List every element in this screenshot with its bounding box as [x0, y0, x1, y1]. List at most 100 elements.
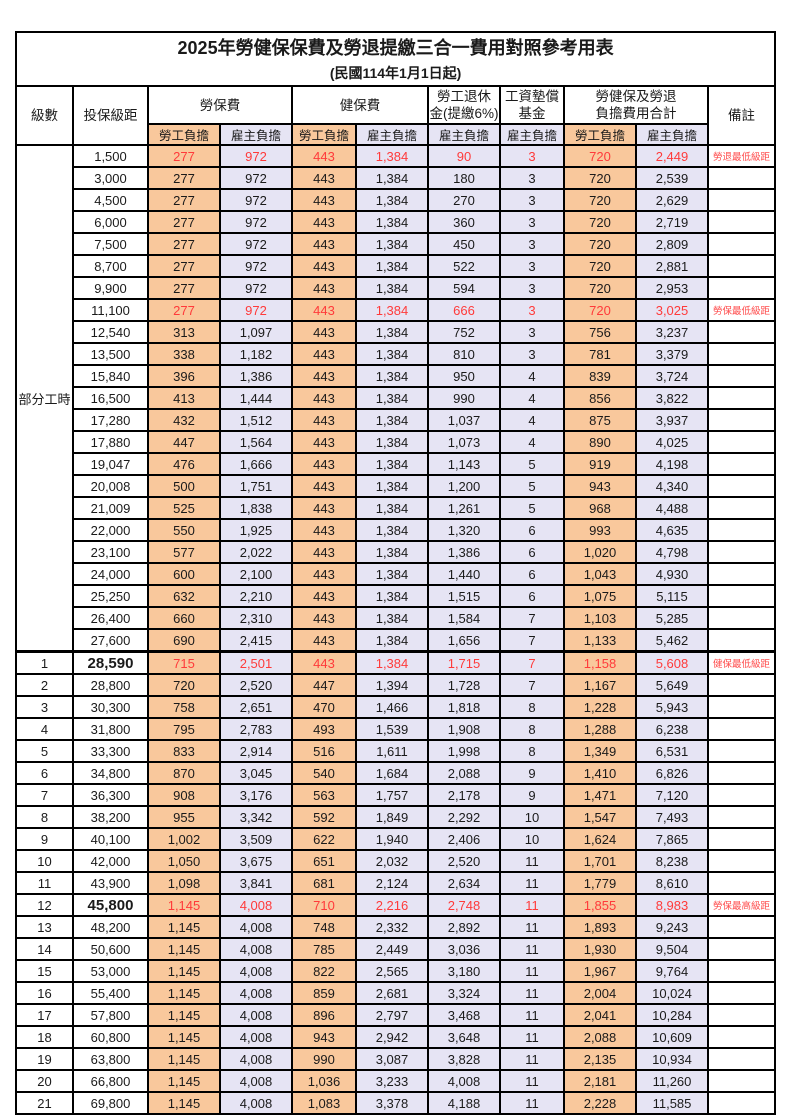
value-cell: 2,292 [427, 805, 501, 829]
header-wage-fund-line2: 基金 [518, 106, 546, 121]
value-cell: 1,384 [355, 188, 429, 212]
bracket-cell: 33,300 [72, 739, 149, 763]
value-cell: 6,531 [635, 739, 709, 763]
value-cell: 919 [563, 452, 637, 476]
value-cell: 1,097 [219, 320, 293, 344]
value-cell: 943 [563, 474, 637, 498]
table-row: 24,000 600 2,100 443 1,384 1,440 6 1,043 4,930 [16, 562, 777, 586]
value-cell: 447 [291, 673, 357, 697]
value-cell: 11 [499, 871, 565, 895]
value-cell: 1,967 [563, 959, 637, 983]
header-total: 勞健保及勞退 負擔費用合計 [563, 85, 709, 125]
value-cell: 1,849 [355, 805, 429, 829]
note-cell [706, 628, 777, 653]
value-cell: 1,050 [147, 849, 221, 873]
value-cell: 443 [291, 342, 357, 366]
table-row: 17,880 447 1,564 443 1,384 1,073 4 890 4,025 [16, 430, 777, 454]
value-cell: 90 [427, 144, 501, 168]
value-cell: 277 [147, 298, 221, 322]
value-cell: 1,386 [219, 364, 293, 388]
value-cell: 447 [147, 430, 221, 454]
value-cell: 1,547 [563, 805, 637, 829]
table-row: 7 36,300 908 3,176 563 1,757 2,178 9 1,471 7,120 [15, 783, 777, 807]
note-cell [706, 584, 777, 608]
value-cell: 5 [499, 452, 565, 476]
table-row: 8 38,200 955 3,342 592 1,849 2,292 10 1,547 7,493 [15, 805, 777, 829]
value-cell: 1,384 [355, 364, 429, 388]
value-cell: 1,656 [427, 628, 501, 653]
value-cell: 1,384 [355, 628, 429, 653]
value-cell: 9,504 [635, 937, 709, 961]
value-cell: 1,145 [147, 1091, 221, 1115]
value-cell: 1,515 [427, 584, 501, 608]
value-cell: 5,943 [635, 695, 709, 719]
table-row: 17,280 432 1,512 443 1,384 1,037 4 875 3,937 [16, 408, 777, 432]
value-cell: 7 [499, 673, 565, 697]
header-health-insurance: 健保費 [291, 85, 429, 125]
value-cell: 1,440 [427, 562, 501, 586]
value-cell: 443 [291, 254, 357, 278]
value-cell: 443 [291, 364, 357, 388]
value-cell: 8 [499, 739, 565, 763]
subheader-wagefund-employer: 雇主負擔 [499, 123, 565, 146]
note-cell [706, 871, 777, 895]
value-cell: 4,008 [219, 1003, 293, 1027]
table-row: 16 55,400 1,145 4,008 859 2,681 3,324 11 2,004 10… [15, 981, 777, 1005]
value-cell: 859 [291, 981, 357, 1005]
note-cell [706, 232, 777, 256]
value-cell: 9,243 [635, 915, 709, 939]
bracket-cell: 36,300 [72, 783, 149, 807]
value-cell: 720 [563, 144, 637, 168]
bracket-cell: 20,008 [72, 474, 149, 498]
note-cell [706, 1003, 777, 1027]
value-cell: 5,462 [635, 628, 709, 653]
level-cell: 2 [15, 673, 74, 697]
value-cell: 8,610 [635, 871, 709, 895]
value-cell: 4 [499, 386, 565, 410]
value-cell: 1,002 [147, 827, 221, 851]
table-row: 17 57,800 1,145 4,008 896 2,797 3,468 11 2,041 10… [15, 1003, 777, 1027]
value-cell: 11 [499, 1003, 565, 1027]
value-cell: 3,509 [219, 827, 293, 851]
level-cell: 17 [15, 1003, 74, 1027]
value-cell: 413 [147, 386, 221, 410]
header-total-line2: 負擔費用合計 [595, 106, 677, 121]
table-row: 8,700 277 972 443 1,384 522 3 720 2,881 [16, 254, 777, 278]
value-cell: 1,471 [563, 783, 637, 807]
value-cell: 1,182 [219, 342, 293, 366]
value-cell: 11 [499, 1069, 565, 1093]
value-cell: 3,025 [635, 298, 709, 322]
value-cell: 10,284 [635, 1003, 709, 1027]
value-cell: 1,288 [563, 717, 637, 741]
value-cell: 10 [499, 805, 565, 829]
value-cell: 833 [147, 739, 221, 763]
value-cell: 720 [563, 232, 637, 256]
value-cell: 1,167 [563, 673, 637, 697]
value-cell: 890 [563, 430, 637, 454]
value-cell: 470 [291, 695, 357, 719]
value-cell: 1,043 [563, 562, 637, 586]
value-cell: 1,930 [563, 937, 637, 961]
value-cell: 1,611 [355, 739, 429, 763]
value-cell: 875 [563, 408, 637, 432]
value-cell: 3,180 [427, 959, 501, 983]
value-cell: 943 [291, 1025, 357, 1049]
header-total-line1: 勞健保及勞退 [595, 89, 677, 104]
value-cell: 4 [499, 430, 565, 454]
bracket-cell: 25,250 [72, 584, 149, 608]
level-cell: 19 [15, 1047, 74, 1071]
value-cell: 822 [291, 959, 357, 983]
level-cell: 12 [15, 893, 74, 917]
bracket-cell: 31,800 [72, 717, 149, 741]
value-cell: 1,075 [563, 584, 637, 608]
table-row: 22,000 550 1,925 443 1,384 1,320 6 993 4,635 [16, 518, 777, 542]
value-cell: 540 [291, 761, 357, 785]
subheader-health-employer: 雇主負擔 [355, 123, 429, 146]
value-cell: 4,008 [219, 1091, 293, 1115]
value-cell: 3 [499, 342, 565, 366]
value-cell: 10 [499, 827, 565, 851]
value-cell: 277 [147, 166, 221, 190]
note-cell [706, 849, 777, 873]
note-cell [706, 210, 777, 234]
